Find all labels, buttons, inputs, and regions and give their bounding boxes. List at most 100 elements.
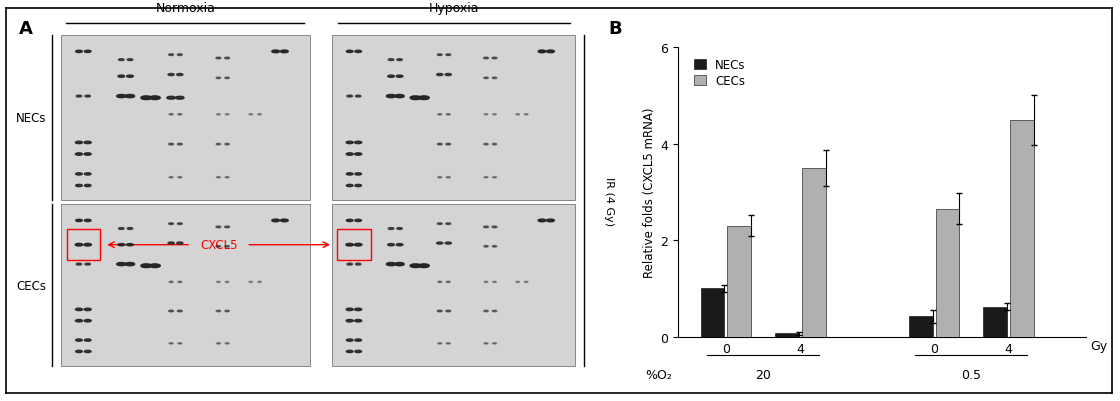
Circle shape (84, 142, 91, 144)
Circle shape (127, 244, 133, 246)
Circle shape (355, 308, 362, 311)
Circle shape (484, 78, 488, 79)
Circle shape (216, 58, 221, 60)
Circle shape (346, 185, 353, 187)
Circle shape (484, 144, 488, 146)
Bar (983, 307, 1007, 337)
Circle shape (438, 114, 441, 116)
Legend: NECs, CECs: NECs, CECs (692, 57, 748, 91)
Circle shape (168, 242, 175, 245)
Circle shape (438, 177, 441, 178)
Circle shape (76, 96, 82, 98)
Circle shape (76, 220, 82, 222)
Circle shape (177, 144, 183, 146)
Text: IR (4 Gy): IR (4 Gy) (605, 176, 614, 225)
Circle shape (216, 114, 221, 115)
Circle shape (76, 185, 82, 187)
Circle shape (225, 177, 230, 178)
Circle shape (216, 310, 221, 312)
Circle shape (75, 244, 83, 246)
Circle shape (347, 263, 353, 265)
Circle shape (355, 173, 362, 176)
Circle shape (249, 114, 252, 115)
Circle shape (346, 339, 353, 341)
Circle shape (216, 282, 221, 283)
Circle shape (76, 350, 82, 353)
Circle shape (178, 282, 181, 283)
Text: CECs: CECs (17, 279, 47, 292)
Circle shape (225, 282, 228, 283)
Circle shape (346, 350, 353, 353)
Circle shape (493, 114, 496, 115)
Circle shape (446, 223, 450, 225)
Text: B: B (608, 20, 623, 38)
Circle shape (258, 114, 261, 115)
Circle shape (177, 223, 183, 225)
Circle shape (437, 242, 442, 245)
Circle shape (216, 343, 221, 344)
Circle shape (538, 219, 545, 222)
Circle shape (76, 339, 82, 341)
Circle shape (280, 51, 288, 54)
Bar (727, 226, 752, 337)
Bar (701, 289, 725, 337)
Circle shape (493, 177, 496, 178)
Text: NECs: NECs (16, 112, 47, 125)
Circle shape (225, 343, 230, 344)
Circle shape (125, 263, 134, 266)
Circle shape (355, 263, 361, 265)
Text: Normoxia: Normoxia (156, 2, 215, 14)
Circle shape (272, 51, 280, 54)
Circle shape (225, 58, 230, 60)
Circle shape (85, 263, 91, 265)
Circle shape (355, 142, 362, 144)
Circle shape (169, 144, 174, 146)
Circle shape (177, 310, 183, 312)
Circle shape (386, 263, 395, 266)
Circle shape (216, 177, 221, 178)
Circle shape (438, 282, 441, 283)
Circle shape (85, 96, 91, 98)
Circle shape (396, 76, 403, 78)
Circle shape (116, 263, 125, 266)
Circle shape (395, 263, 404, 266)
Bar (60, 36, 310, 201)
Circle shape (216, 227, 221, 228)
Circle shape (445, 74, 451, 77)
Circle shape (493, 310, 497, 312)
Circle shape (118, 76, 124, 78)
Circle shape (225, 78, 230, 79)
Circle shape (169, 177, 174, 178)
Circle shape (446, 282, 450, 283)
Circle shape (395, 95, 404, 99)
Circle shape (249, 282, 252, 283)
Circle shape (84, 350, 91, 353)
Circle shape (437, 55, 442, 57)
Circle shape (446, 144, 450, 146)
Circle shape (437, 144, 442, 146)
Circle shape (493, 343, 496, 344)
Circle shape (75, 154, 83, 156)
Circle shape (168, 74, 175, 77)
Circle shape (225, 144, 230, 146)
Text: A: A (19, 20, 32, 38)
Circle shape (178, 177, 181, 178)
Circle shape (516, 114, 520, 115)
Circle shape (167, 97, 176, 100)
Circle shape (446, 310, 450, 312)
Circle shape (492, 227, 497, 228)
Bar (935, 209, 960, 337)
Circle shape (388, 76, 394, 78)
Circle shape (355, 350, 362, 353)
Circle shape (75, 320, 83, 322)
Circle shape (355, 320, 362, 322)
Circle shape (177, 55, 183, 57)
Circle shape (176, 97, 184, 100)
Circle shape (225, 246, 230, 247)
Circle shape (524, 282, 528, 283)
Circle shape (389, 228, 394, 230)
Bar (908, 317, 933, 337)
Circle shape (216, 78, 221, 79)
Circle shape (75, 308, 83, 311)
Circle shape (150, 97, 160, 100)
